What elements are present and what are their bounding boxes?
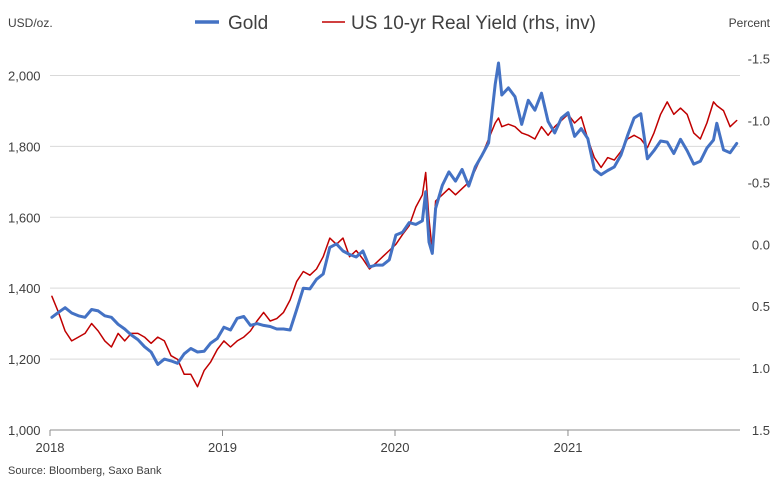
y-left-tick-label-4: 1,800 [8,139,41,154]
series-line-gold [50,61,739,366]
x-tick-label-1: 2019 [208,440,237,455]
y-right-tick-label-4: 0.5 [752,299,770,314]
left-unit-label: USD/oz. [8,16,53,30]
legend: Gold US 10-yr Real Yield (rhs, inv) [195,13,596,34]
x-tick-label-3: 2021 [554,440,583,455]
x-axis: 2018 2019 2020 2021 [36,429,740,455]
y-left-tick-label-3: 1,600 [8,210,41,225]
y-left-tick-label-2: 1,400 [8,281,41,296]
y-right-tick-label-2: -0.5 [748,175,770,190]
legend-label-real-yield: US 10-yr Real Yield (rhs, inv) [351,13,596,34]
x-tick-label-0: 2018 [36,440,65,455]
x-tick-label-2: 2020 [381,440,410,455]
right-unit-label: Percent [729,16,771,30]
y-right-tick-label-0: -1.5 [748,52,770,67]
legend-label-gold: Gold [228,13,268,34]
series-layer [50,61,739,388]
y-right-tick-label-1: -1.0 [748,113,770,128]
y-right-tick-label-3: 0.0 [752,237,770,252]
right-axis: -1.5 -1.0 -0.5 0.0 0.5 1.0 1.5 [748,52,770,438]
y-left-tick-label-0: 1,000 [8,423,41,438]
source-note: Source: Bloomberg, Saxo Bank [8,465,162,477]
y-right-tick-label-6: 1.5 [752,423,770,438]
left-axis: 1,000 1,200 1,400 1,600 1,800 2,000 [8,68,41,438]
y-left-tick-label-5: 2,000 [8,68,41,83]
y-left-tick-label-1: 1,200 [8,352,41,367]
y-right-tick-label-5: 1.0 [752,361,770,376]
